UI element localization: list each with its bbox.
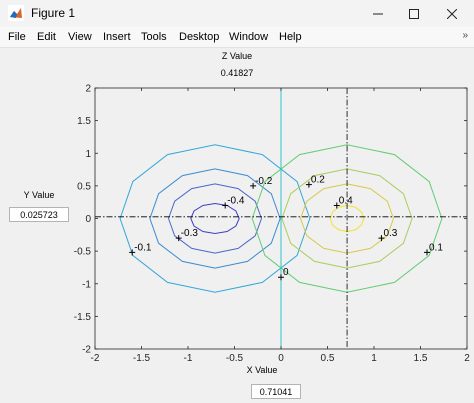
contour-label: 0.1 — [429, 242, 443, 253]
x-value-field: 0.71041 — [251, 384, 301, 399]
contour-label: -0.3 — [181, 228, 199, 239]
y-tick-label: 1 — [85, 149, 91, 160]
title-bar: Figure 1 — [0, 0, 474, 27]
menu-window[interactable]: Window — [229, 31, 269, 43]
menu-tools[interactable]: Tools — [141, 31, 167, 43]
contour-label: -0.2 — [255, 176, 273, 187]
x-tick-label: -2 — [91, 353, 100, 364]
x-tick-label: -1 — [184, 353, 193, 364]
menu-view[interactable]: View — [68, 31, 92, 43]
close-icon — [447, 8, 457, 19]
z-value-text: 0.41827 — [220, 68, 254, 78]
contour-label-marker — [222, 202, 229, 209]
x-tick-label: 0 — [278, 353, 284, 364]
contour-label: 0.4 — [339, 195, 353, 206]
chevron-double-icon[interactable]: » — [462, 30, 468, 41]
y-tick-label: -2 — [82, 345, 91, 356]
contour-label-marker — [129, 249, 136, 256]
y-tick-label: 0.5 — [77, 181, 91, 192]
y-tick-label: -1 — [82, 279, 91, 290]
y-tick-label: -1.5 — [74, 312, 92, 323]
contour-labels: -0.4 -0.3 -0.2 -0.1 0 0.1 0.2 0.3 0.4 — [129, 175, 443, 281]
crosshair — [95, 88, 467, 349]
contour-level--0.1 — [119, 144, 311, 293]
contour-label-marker — [175, 235, 182, 242]
menu-desktop[interactable]: Desktop — [179, 31, 220, 43]
menu-edit[interactable]: Edit — [37, 31, 56, 43]
x-ticks: -2 -1.5 -1 -0.5 0 0.5 1 1.5 2 — [91, 88, 470, 364]
contour-label-marker — [378, 235, 385, 242]
x-tick-label: -1.5 — [133, 353, 151, 364]
x-tick-label: 0.5 — [321, 353, 335, 364]
contour-label-marker — [278, 274, 284, 281]
contour-level-0.4 — [329, 204, 365, 233]
contour-label: -0.4 — [227, 195, 245, 206]
contour-plot[interactable]: -0.4 -0.3 -0.2 -0.1 0 0.1 0.2 0.3 0.4 -2 -1.5 -1 -0… — [0, 48, 474, 403]
y-value-label: Y Value — [23, 190, 55, 200]
y-value-field: 0.025723 — [9, 207, 69, 222]
contour-level-0.3 — [299, 183, 395, 254]
minimize-button[interactable] — [362, 0, 394, 27]
contour-label-marker — [250, 182, 257, 189]
contour-label-marker — [424, 249, 431, 256]
menu-bar: File Edit View Insert Tools Desktop Wind… — [0, 27, 474, 48]
contour-level-0.2 — [281, 168, 413, 269]
contour-level--0.4 — [190, 202, 240, 235]
maximize-icon — [409, 8, 419, 19]
contour-label: 0.3 — [383, 228, 397, 239]
contour-level--0.3 — [167, 183, 263, 254]
x-tick-label: 1 — [371, 353, 377, 364]
menu-help[interactable]: Help — [279, 31, 302, 43]
contour-level--0.2 — [149, 168, 281, 269]
y-ticks: -2 -1.5 -1 -0.5 0 0.5 1 1.5 2 — [74, 84, 467, 356]
y-tick-label: 2 — [85, 84, 91, 95]
matlab-icon — [8, 5, 24, 21]
contour-label: 0 — [283, 267, 289, 278]
x-tick-label: 1.5 — [414, 353, 428, 364]
contour-label-marker — [305, 181, 312, 188]
contour-label: 0.2 — [311, 175, 325, 186]
window-title: Figure 1 — [31, 6, 76, 20]
y-tick-label: 0 — [85, 214, 91, 225]
x-tick-label: 2 — [464, 353, 470, 364]
minimize-icon — [373, 13, 383, 14]
y-tick-label: 1.5 — [77, 116, 91, 127]
menu-insert[interactable]: Insert — [103, 31, 131, 43]
menu-file[interactable]: File — [8, 31, 26, 43]
figure-area: Z Value 0.41827 Y Value 0.025723 X Value… — [0, 48, 474, 403]
contour-label: -0.1 — [134, 242, 152, 253]
contour-label-marker — [333, 202, 340, 209]
y-tick-label: -0.5 — [74, 247, 92, 258]
contour-level-0.1 — [251, 144, 443, 293]
x-tick-label: -0.5 — [226, 353, 244, 364]
maximize-button[interactable] — [398, 0, 430, 27]
x-value-label: X Value — [246, 365, 278, 375]
contour-lines — [119, 88, 443, 349]
close-button[interactable] — [436, 0, 468, 27]
z-value-label: Z Value — [221, 51, 253, 61]
